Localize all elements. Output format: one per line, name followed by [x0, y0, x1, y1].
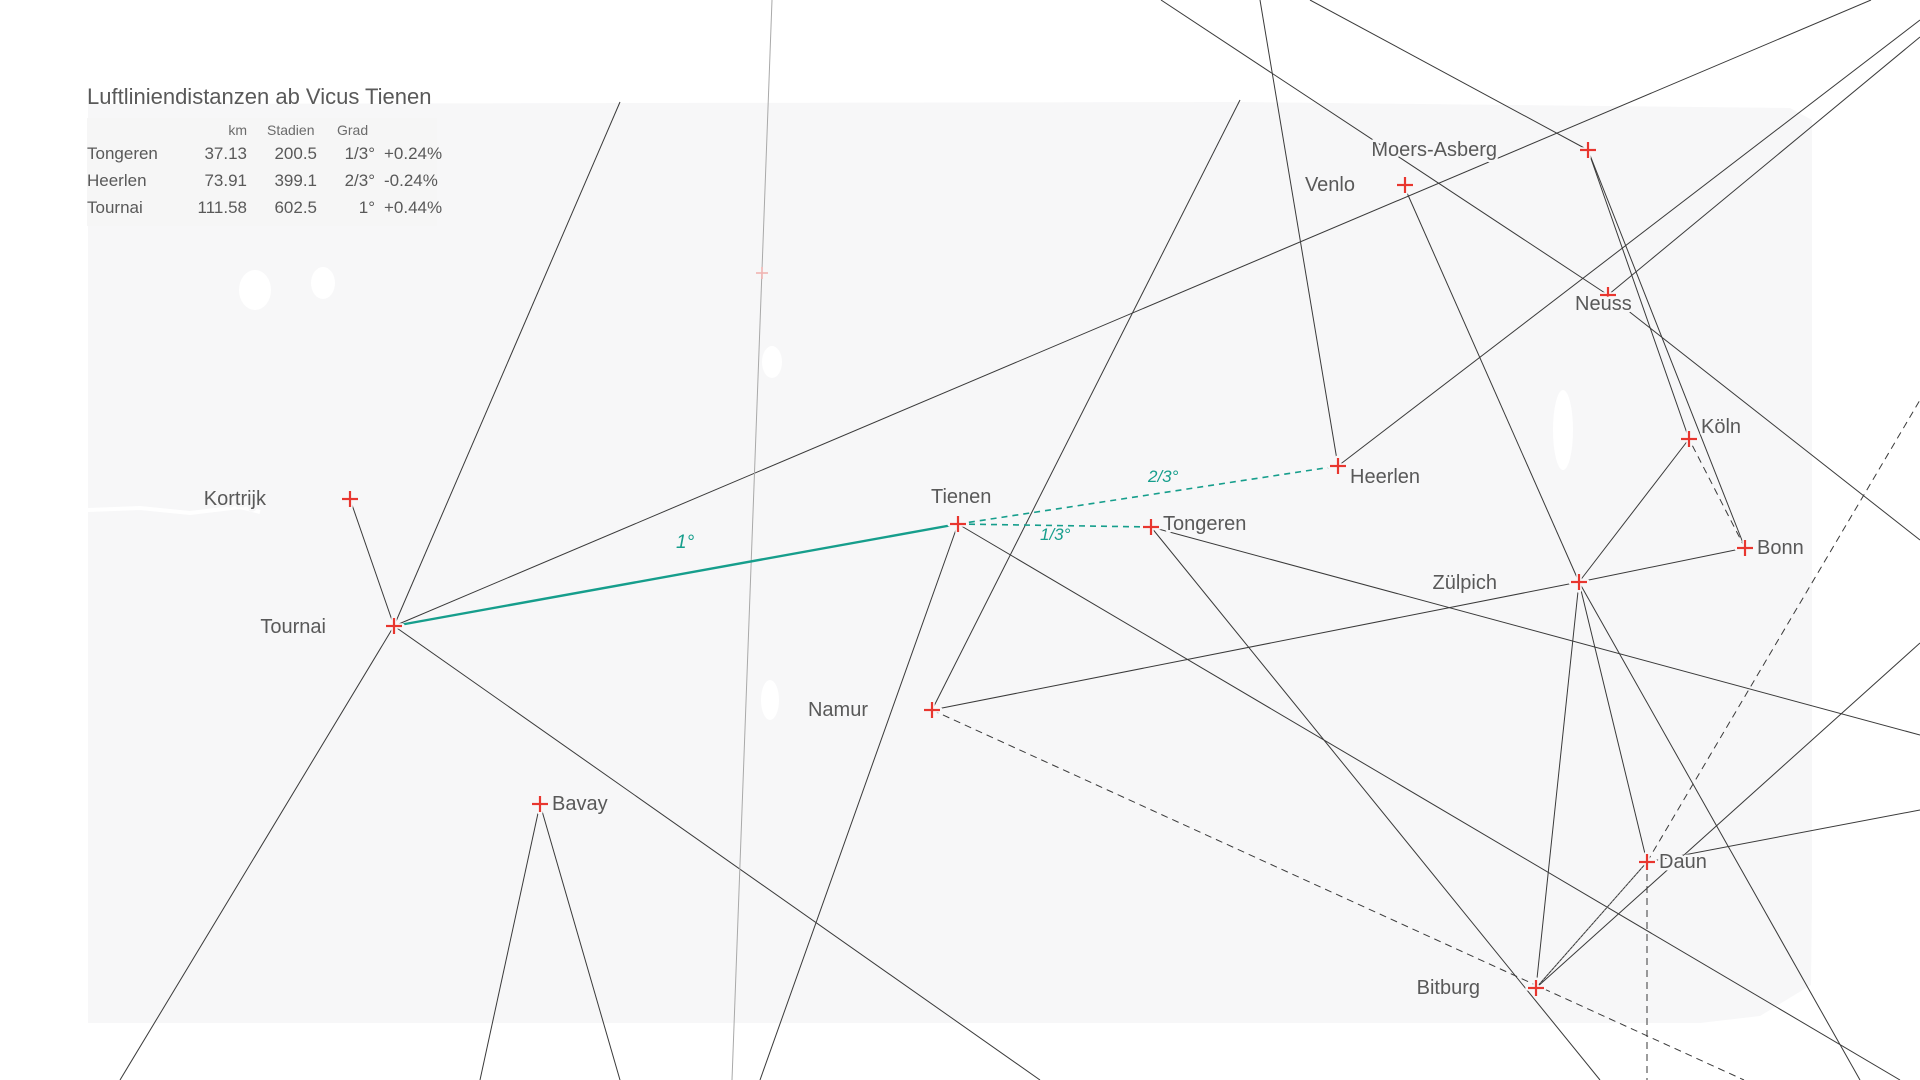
svg-text:Tournai: Tournai [260, 616, 326, 638]
svg-text:Bonn: Bonn [1757, 537, 1804, 559]
svg-text:Köln: Köln [1701, 416, 1741, 438]
svg-text:Venlo: Venlo [1305, 174, 1355, 196]
svg-text:Heerlen: Heerlen [1350, 466, 1420, 488]
svg-text:Daun: Daun [1659, 851, 1707, 873]
svg-text:Zülpich: Zülpich [1433, 572, 1497, 594]
svg-text:Namur: Namur [808, 699, 868, 721]
svg-text:Bavay: Bavay [552, 793, 608, 815]
svg-text:1/3°: 1/3° [1040, 525, 1071, 544]
svg-text:2/3°: 2/3° [1147, 467, 1179, 486]
svg-text:Tienen: Tienen [931, 486, 991, 508]
svg-text:Bitburg: Bitburg [1417, 977, 1480, 999]
svg-text:1°: 1° [676, 532, 695, 553]
svg-text:Moers-Asberg: Moers-Asberg [1371, 139, 1497, 161]
svg-text:Tongeren: Tongeren [1163, 513, 1246, 535]
svg-text:Kortrijk: Kortrijk [204, 488, 267, 510]
svg-text:Neuss: Neuss [1575, 293, 1632, 315]
